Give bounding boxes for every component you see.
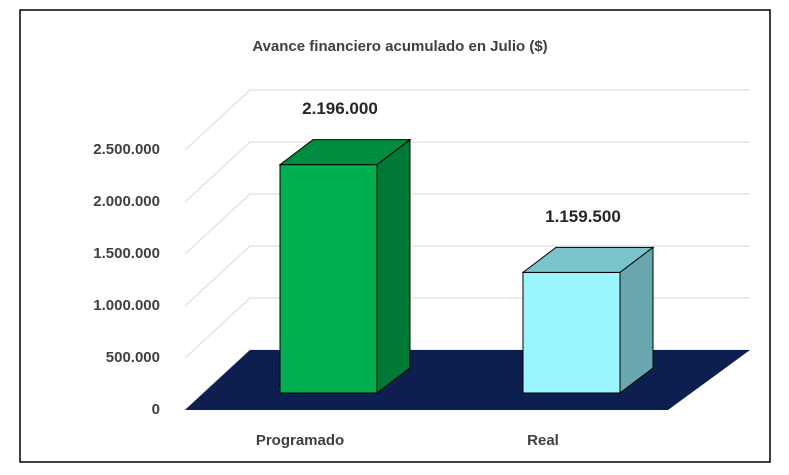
x-tick-label: Real [527,432,559,449]
grid-line [184,193,750,255]
grid-line [184,141,750,203]
y-tick-label: 500.000 [106,349,160,366]
data-label: 1.159.500 [545,207,621,226]
floor [185,350,750,410]
data-label: 2.196.000 [302,99,378,118]
y-tick-label: 2.500.000 [93,141,160,158]
chart-title: Avance financiero acumulado en Julio ($) [252,38,547,55]
bar-side [619,246,654,395]
y-tick-label: 0 [152,401,160,418]
x-tick-label: Programado [256,432,344,449]
y-tick-label: 1.500.000 [93,245,160,262]
grid-line [184,89,750,151]
bar-side [376,138,411,395]
bar-front [279,164,378,394]
grid-line [184,245,750,307]
bar-front [522,271,621,394]
y-tick-label: 2.000.000 [93,193,160,210]
y-tick-label: 1.000.000 [93,297,160,314]
